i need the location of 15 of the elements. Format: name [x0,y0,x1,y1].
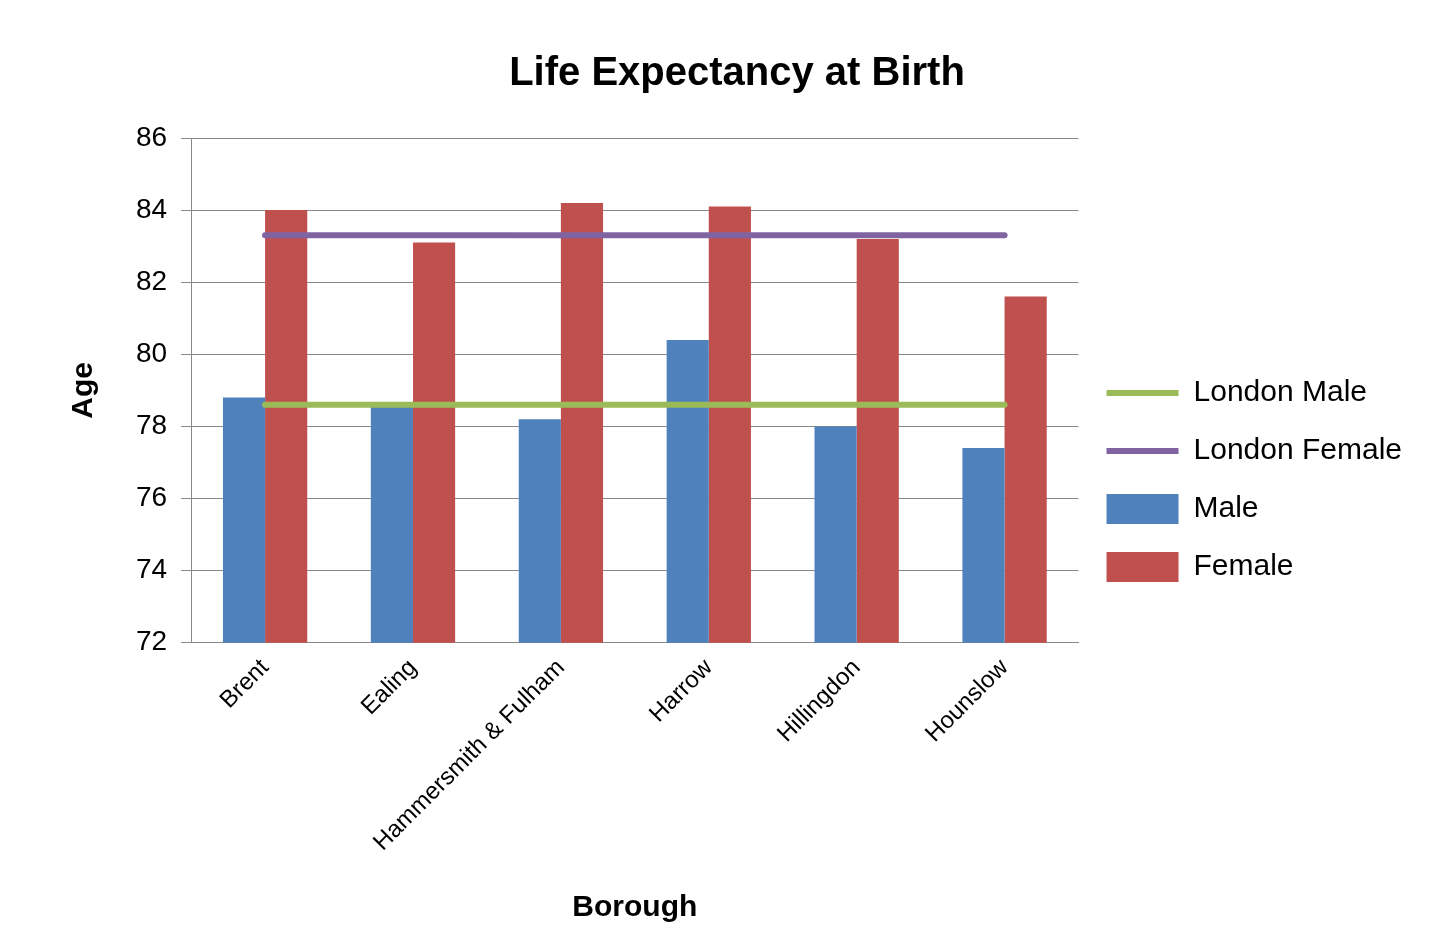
x-axis-title: Borough [572,889,698,923]
chart-title: Life Expectancy at Birth [509,49,965,94]
legend-label: London Female [1193,432,1403,466]
y-tick-label: 76 [135,481,168,513]
y-tick-label: 74 [135,553,168,585]
legend-label: Male [1193,490,1259,524]
y-axis-title: Age [65,362,99,419]
y-tick-label: 72 [135,625,168,657]
legend-label: Female [1193,548,1294,582]
y-tick-label: 80 [135,337,168,369]
y-tick-label: 78 [135,409,168,441]
legend-label: London Male [1193,374,1367,408]
y-tick-label: 84 [135,192,168,224]
y-tick-label: 86 [135,120,168,152]
y-tick-label: 82 [135,264,168,296]
